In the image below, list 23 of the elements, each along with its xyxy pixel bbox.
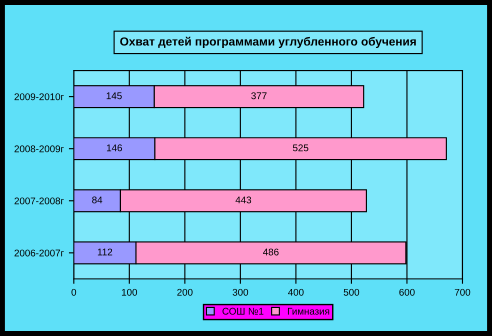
legend-label: Гимназия	[288, 308, 330, 315]
data-label: 525	[292, 144, 308, 152]
y-tick-label: 2006-2007г	[14, 250, 64, 256]
x-tick-label: 200	[177, 288, 193, 296]
data-label: 486	[263, 248, 279, 256]
x-tick-label: 0	[71, 288, 76, 296]
y-tick-label: 2009-2010г	[14, 93, 64, 100]
legend-label: СОШ №1	[222, 308, 264, 315]
x-tick-label: 600	[399, 288, 415, 296]
data-label: 377	[251, 92, 267, 100]
data-label: 145	[106, 92, 122, 100]
x-tick-label: 300	[232, 288, 248, 296]
y-tick-label: 2008-2009г	[14, 145, 64, 152]
x-tick-label: 100	[122, 288, 138, 296]
chart-title: Охват детей программами углубленного обучения	[120, 36, 416, 48]
data-label: 146	[106, 144, 122, 152]
y-tick-label: 2007-2008г	[14, 197, 64, 204]
x-tick-label: 500	[344, 288, 360, 296]
x-tick-label: 400	[288, 288, 304, 296]
x-tick-label: 700	[454, 288, 470, 296]
data-label: 112	[98, 248, 112, 256]
data-label: 84	[92, 196, 102, 204]
data-label: 443	[236, 196, 252, 204]
